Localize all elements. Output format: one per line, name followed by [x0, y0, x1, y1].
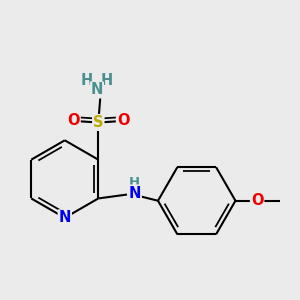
Text: S: S	[93, 115, 104, 130]
Text: O: O	[251, 193, 263, 208]
Text: H: H	[81, 73, 93, 88]
Text: O: O	[117, 113, 129, 128]
Text: N: N	[91, 82, 103, 98]
Text: N: N	[128, 185, 141, 200]
Text: O: O	[67, 113, 80, 128]
Text: H: H	[129, 176, 140, 189]
Text: N: N	[58, 210, 71, 225]
Text: H: H	[101, 73, 113, 88]
